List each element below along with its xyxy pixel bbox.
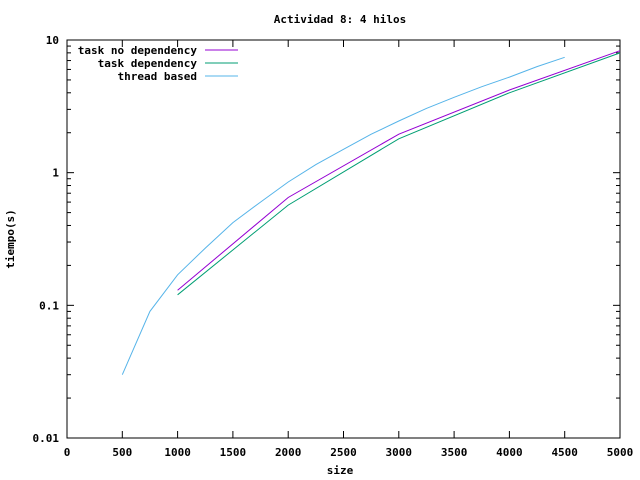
x-axis: 0 500 1000 1500 2000 2500 3000 3500 4000 4500 5000 [64,40,634,459]
x-tick-label: 500 [112,446,132,459]
series-line-1 [177,50,621,291]
x-tick-label: 2000 [275,446,302,459]
y-tick-label: 0.01 [33,432,60,445]
y-axis: 0.01 0.1 1 10 [33,34,620,445]
x-tick-label: 0 [64,446,71,459]
x-axis-label: size [327,464,354,477]
legend-label: task dependency [98,57,198,70]
y-tick-label: 0.1 [39,299,59,312]
x-tick-label: 2500 [330,446,357,459]
series-line-3 [121,56,565,375]
series-layer [121,50,621,375]
x-tick-label: 4500 [551,446,578,459]
x-tick-label: 3000 [386,446,413,459]
legend-label: thread based [118,70,197,83]
chart-title: Actividad 8: 4 hilos [274,13,406,26]
legend-label: task no dependency [78,44,198,57]
y-axis-label: tiempo(s) [4,209,17,269]
x-tick-label: 1500 [220,446,247,459]
series-line-2 [177,52,621,296]
x-tick-label: 1000 [164,446,191,459]
x-tick-label: 3500 [441,446,468,459]
x-tick-label: 4000 [496,446,523,459]
plot-frame [66,39,621,439]
y-tick-label: 1 [52,167,59,180]
y-tick-label: 10 [46,34,59,47]
x-tick-label: 5000 [607,446,634,459]
